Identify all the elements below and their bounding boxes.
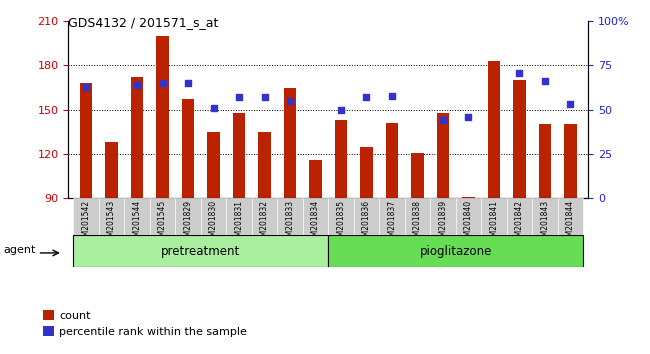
Bar xyxy=(278,198,303,235)
Bar xyxy=(73,235,328,267)
Bar xyxy=(303,198,328,235)
Bar xyxy=(176,198,201,235)
Bar xyxy=(252,198,278,235)
Text: GSM201843: GSM201843 xyxy=(540,200,549,246)
Bar xyxy=(513,80,526,331)
Bar xyxy=(201,198,226,235)
Point xyxy=(183,80,193,86)
Point xyxy=(285,98,295,104)
Text: GSM201844: GSM201844 xyxy=(566,200,575,246)
Bar xyxy=(411,153,424,331)
Text: GSM201839: GSM201839 xyxy=(439,200,447,246)
Bar xyxy=(328,235,583,267)
Bar xyxy=(532,198,558,235)
Bar xyxy=(481,198,507,235)
Point xyxy=(437,118,448,123)
Bar xyxy=(283,88,296,331)
Text: GSM201837: GSM201837 xyxy=(387,200,396,246)
Bar xyxy=(405,198,430,235)
Text: GSM201838: GSM201838 xyxy=(413,200,422,246)
Bar xyxy=(488,61,500,331)
Point xyxy=(259,95,270,100)
Bar xyxy=(430,198,456,235)
Text: GSM201835: GSM201835 xyxy=(337,200,346,246)
Bar xyxy=(207,132,220,331)
Bar xyxy=(379,198,405,235)
Point xyxy=(157,80,168,86)
Point xyxy=(132,82,142,88)
Bar xyxy=(507,198,532,235)
Bar xyxy=(156,36,169,331)
Bar xyxy=(105,142,118,331)
Text: GSM201542: GSM201542 xyxy=(82,200,90,246)
Text: GDS4132 / 201571_s_at: GDS4132 / 201571_s_at xyxy=(68,16,218,29)
Bar xyxy=(80,83,92,331)
Text: GSM201836: GSM201836 xyxy=(362,200,371,246)
Text: GSM201545: GSM201545 xyxy=(158,200,167,246)
Point xyxy=(387,93,397,98)
Text: agent: agent xyxy=(3,245,36,255)
Text: GSM201829: GSM201829 xyxy=(183,200,192,246)
Text: GSM201840: GSM201840 xyxy=(464,200,473,246)
Bar xyxy=(385,123,398,331)
Text: GSM201833: GSM201833 xyxy=(285,200,294,246)
Bar xyxy=(564,125,577,331)
Text: GSM201831: GSM201831 xyxy=(235,200,244,246)
Legend: count, percentile rank within the sample: count, percentile rank within the sample xyxy=(38,306,252,341)
Point xyxy=(234,95,244,100)
Point xyxy=(81,84,91,90)
Text: pioglitazone: pioglitazone xyxy=(419,245,492,258)
Bar xyxy=(233,113,246,331)
Bar xyxy=(360,147,373,331)
Bar xyxy=(226,198,252,235)
Bar xyxy=(309,160,322,331)
Bar xyxy=(539,125,551,331)
Bar xyxy=(150,198,176,235)
Bar xyxy=(354,198,379,235)
Text: GSM201544: GSM201544 xyxy=(133,200,142,246)
Point xyxy=(209,105,219,111)
Bar xyxy=(456,198,481,235)
Text: GSM201842: GSM201842 xyxy=(515,200,524,246)
Bar xyxy=(558,198,583,235)
Text: GSM201834: GSM201834 xyxy=(311,200,320,246)
Bar xyxy=(124,198,150,235)
Bar xyxy=(328,198,354,235)
Text: GSM201830: GSM201830 xyxy=(209,200,218,246)
Bar xyxy=(437,113,449,331)
Text: GSM201832: GSM201832 xyxy=(260,200,269,246)
Point xyxy=(463,114,474,120)
Bar xyxy=(99,198,124,235)
Text: GSM201841: GSM201841 xyxy=(489,200,499,246)
Bar xyxy=(131,77,144,331)
Point xyxy=(336,107,346,113)
Bar xyxy=(182,99,194,331)
Point xyxy=(514,70,525,75)
Bar xyxy=(258,132,271,331)
Point xyxy=(361,95,372,100)
Point xyxy=(540,79,550,84)
Point xyxy=(566,102,576,107)
Bar xyxy=(462,197,474,331)
Text: pretreatment: pretreatment xyxy=(161,245,240,258)
Text: GSM201543: GSM201543 xyxy=(107,200,116,246)
Bar xyxy=(335,120,347,331)
Bar xyxy=(73,198,99,235)
